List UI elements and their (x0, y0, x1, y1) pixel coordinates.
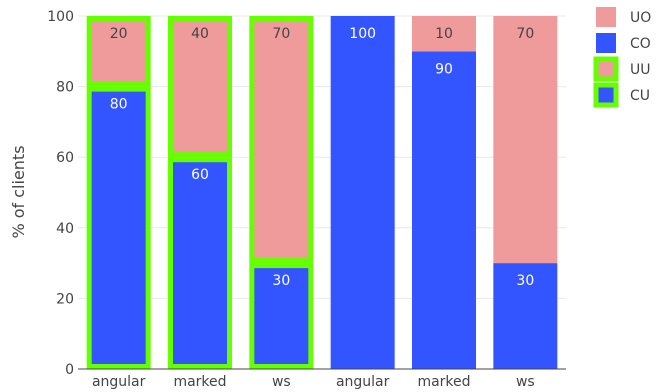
bar-segment-uo (412, 16, 476, 52)
legend-label: CO (630, 36, 651, 52)
data-label: 30 (516, 273, 534, 289)
bar-segment-co (412, 51, 476, 370)
legend-swatch (596, 33, 616, 53)
axes: 0 20 40 60 80 100 angular marked ws angular marked… (47, 9, 566, 390)
legend[interactable]: UO CO UU CU (593, 7, 651, 108)
bar-segment-uo (493, 16, 558, 264)
y-tick-label: 20 (56, 291, 74, 307)
bar-segment-uu (168, 16, 232, 158)
legend-label: UU (630, 62, 651, 78)
legend-swatch (593, 56, 619, 82)
data-label: 80 (110, 97, 128, 113)
x-tick-label: marked (417, 374, 470, 390)
x-tick-label: marked (173, 374, 226, 390)
legend-item-co[interactable]: CO (596, 33, 651, 53)
data-label: 90 (435, 61, 453, 77)
data-label: 70 (272, 26, 290, 42)
bar-segment-cu (168, 157, 232, 369)
y-tick-label: 40 (56, 221, 74, 237)
data-label: 20 (110, 26, 128, 42)
legend-item-uu[interactable]: UU (593, 56, 651, 82)
bars (86, 16, 558, 370)
data-label: 40 (191, 26, 209, 42)
bar-segment-uu (249, 16, 314, 264)
bar-segment-co (330, 16, 395, 369)
grid-lines (78, 15, 566, 299)
x-tick-label: ws (272, 374, 291, 390)
legend-swatch (596, 7, 616, 27)
data-label: 100 (349, 26, 376, 42)
legend-item-cu[interactable]: CU (593, 82, 650, 108)
bar-segment-cu (86, 86, 151, 369)
data-label: 60 (191, 167, 209, 183)
bar-segment-co (493, 263, 558, 369)
x-tick-label: ws (516, 374, 535, 390)
y-tick-label: 0 (65, 362, 74, 378)
data-label: 30 (272, 273, 290, 289)
legend-label: CU (630, 88, 650, 104)
bar-segment-uu (86, 16, 151, 87)
y-axis-title: % of clients (9, 145, 28, 238)
bar-segment-cu (249, 263, 314, 370)
data-label: 10 (435, 26, 453, 42)
legend-swatch (593, 82, 619, 108)
y-tick-label: 60 (56, 150, 74, 166)
legend-label: UO (630, 10, 651, 26)
data-label: 70 (516, 26, 534, 42)
legend-item-uo[interactable]: UO (596, 7, 651, 27)
x-tick-label: angular (336, 374, 390, 390)
y-tick-label: 80 (56, 80, 74, 96)
x-tick-label: angular (92, 374, 146, 390)
y-tick-label: 100 (47, 9, 74, 25)
data-labels: 80 60 30 20 40 70 100 90 30 10 70 (110, 26, 534, 289)
